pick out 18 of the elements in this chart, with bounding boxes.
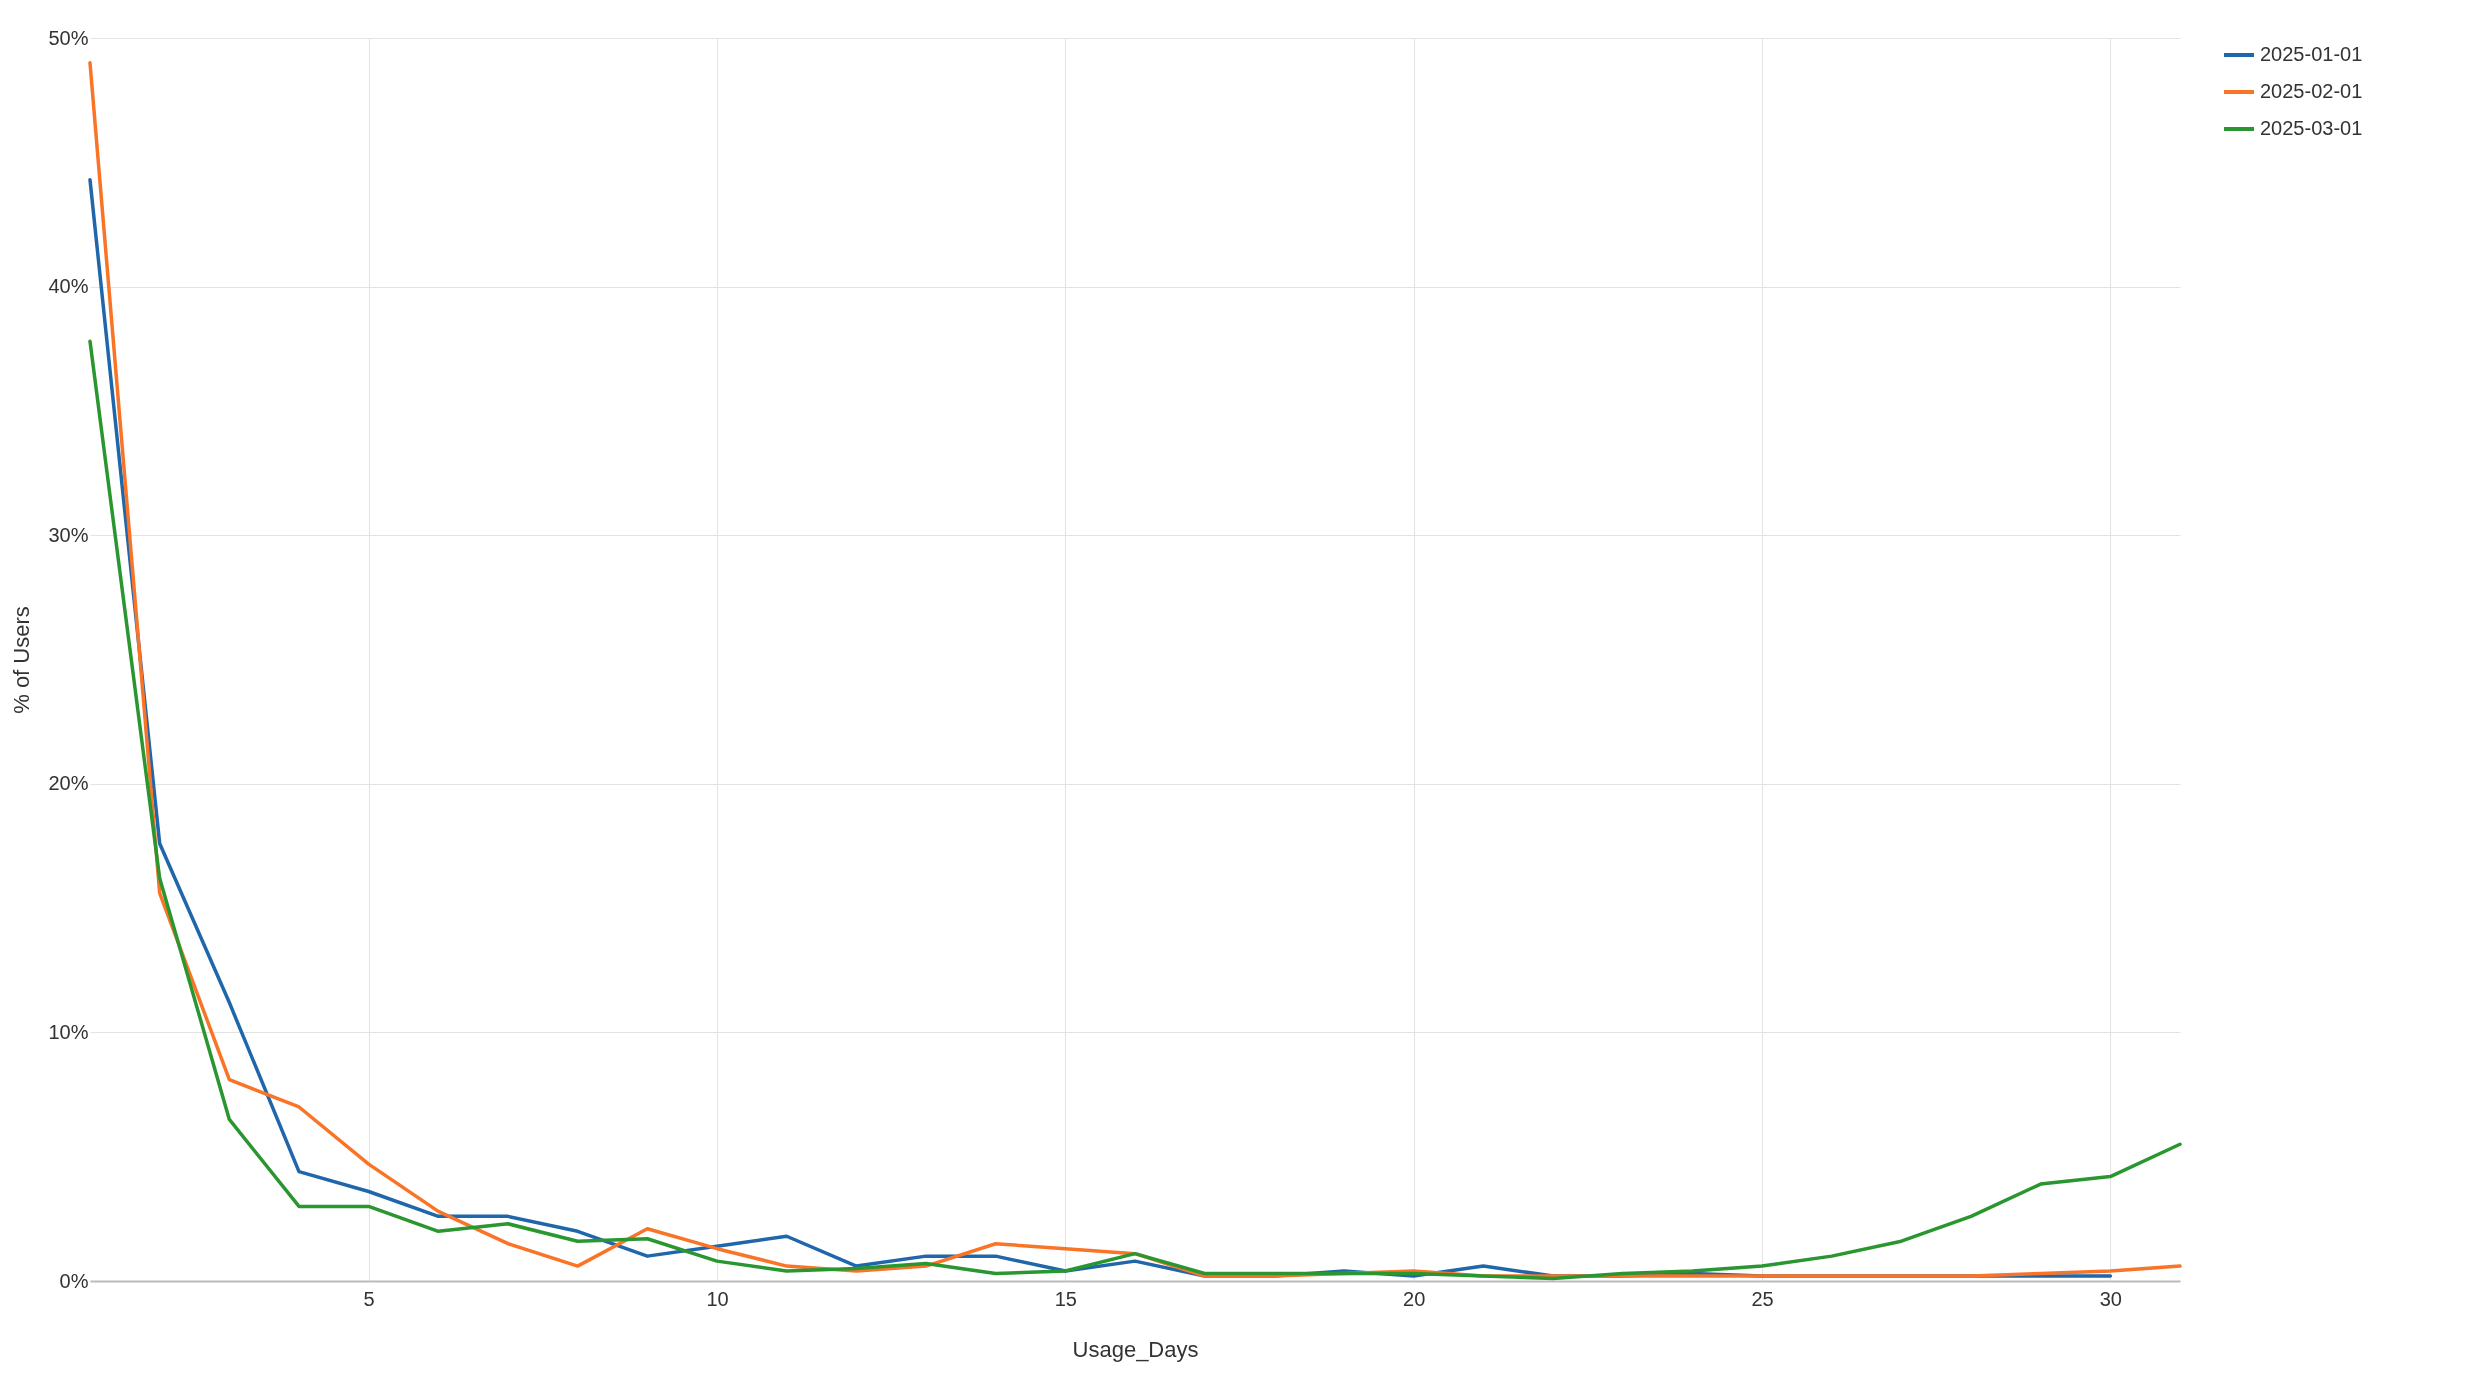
x-tick-label: 25 [1751, 1287, 1774, 1310]
line-series [88, 339, 2182, 1281]
y-axis-title: % of Users [9, 606, 35, 714]
x-tick-label: 10 [706, 1287, 729, 1310]
x-axis-title: Usage_Days [1072, 1336, 1199, 1362]
y-tick-label: 50% [48, 26, 89, 49]
y-tick-label: 20% [48, 772, 89, 795]
y-tick-label: 30% [48, 523, 89, 546]
y-tick-label: 40% [48, 275, 89, 298]
legend-label: 2025-02-01 [2260, 80, 2363, 102]
legend-label: 2025-03-01 [2260, 117, 2363, 139]
legend-label: 2025-01-01 [2260, 43, 2363, 65]
x-tick-label: 30 [2099, 1287, 2122, 1310]
y-tick-label: 10% [48, 1020, 89, 1043]
x-tick-label: 5 [363, 1287, 375, 1310]
x-tick-label: 15 [1054, 1287, 1077, 1310]
y-tick-label: 0% [59, 1269, 89, 1292]
x-tick-label: 20 [1403, 1287, 1426, 1310]
